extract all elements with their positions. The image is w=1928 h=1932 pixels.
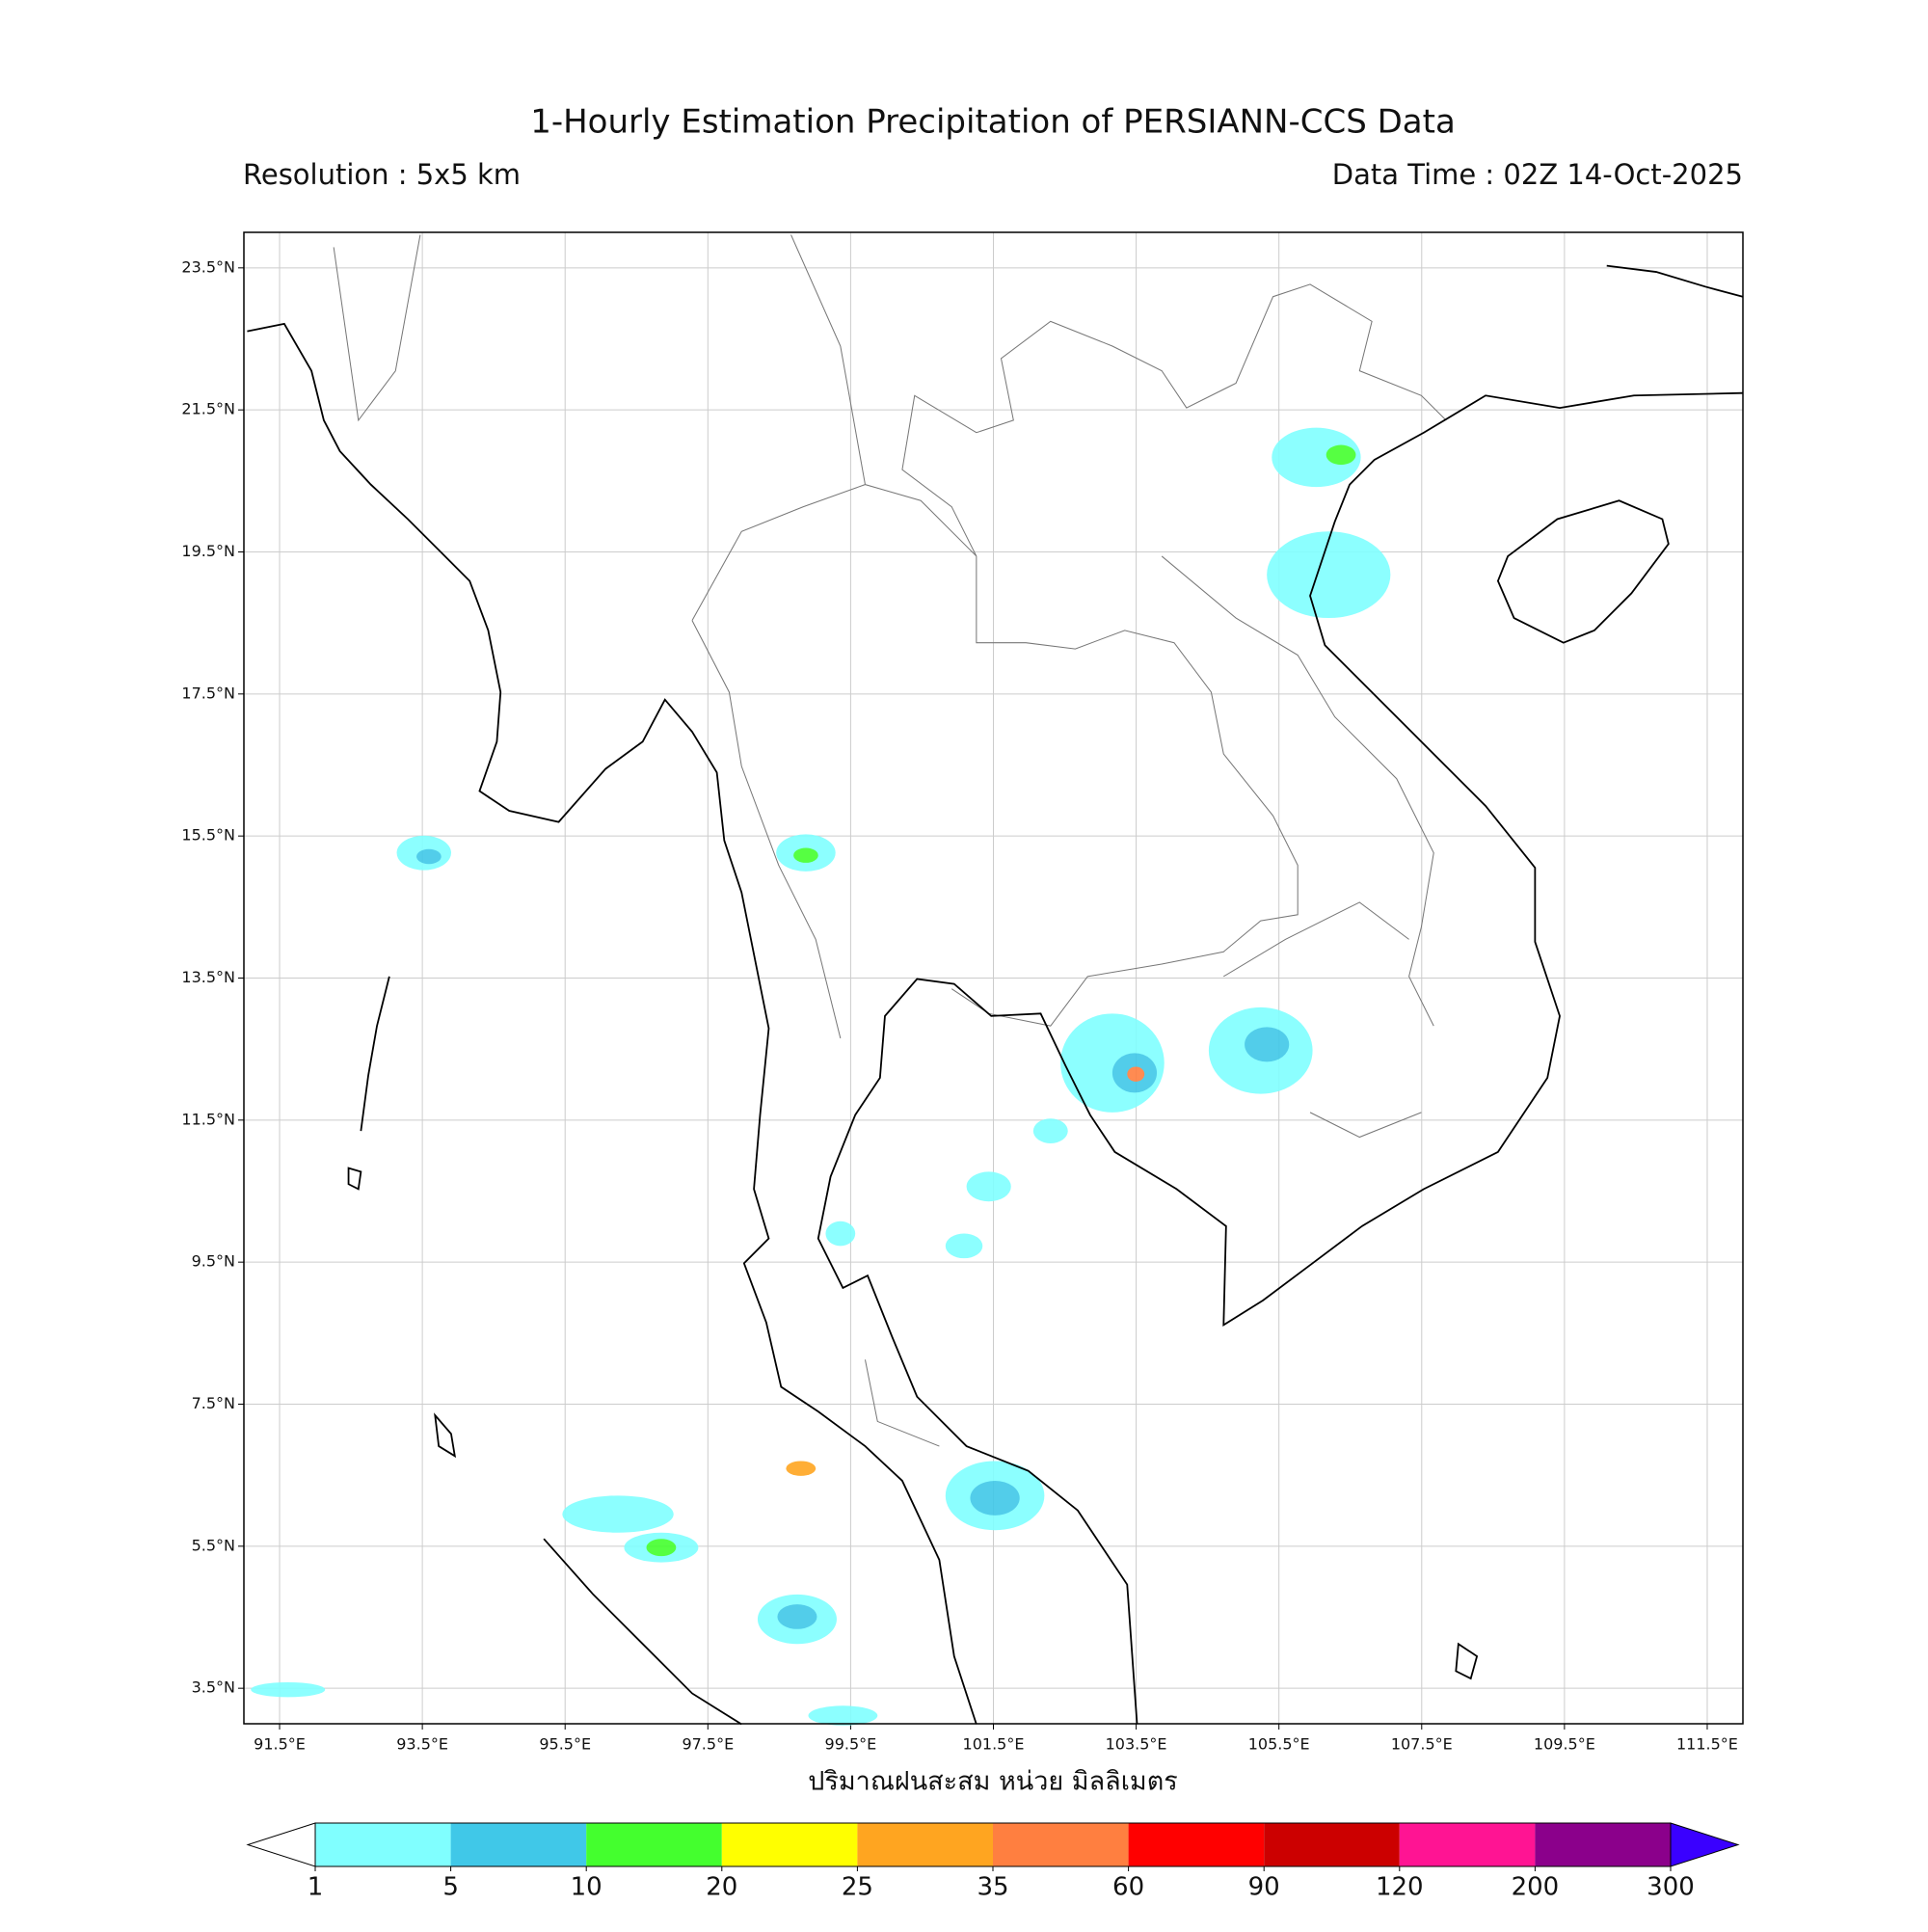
coastline (817, 391, 1743, 1725)
x-tick-label: 107.5°E (1391, 1735, 1453, 1754)
colorbar-segment (1399, 1823, 1536, 1866)
rain-area (1267, 531, 1391, 619)
x-tick-label: 99.5°E (825, 1735, 877, 1754)
rain-area (786, 1461, 817, 1476)
y-tick-label: 9.5°N (192, 1252, 235, 1271)
rain-area (793, 847, 818, 863)
y-tick-label: 3.5°N (192, 1678, 235, 1697)
coastline (360, 976, 390, 1132)
colorbar-label: 200 (1512, 1873, 1560, 1902)
x-tick-label: 101.5°E (963, 1735, 1025, 1754)
colorbar-segment (586, 1823, 722, 1866)
rain-areas (251, 427, 1391, 1726)
rain-area (945, 1233, 983, 1259)
rain-area (251, 1681, 326, 1698)
y-tick-label: 7.5°N (192, 1394, 235, 1412)
y-tick-label: 13.5°N (181, 968, 235, 986)
y-tick-label: 11.5°N (181, 1110, 235, 1128)
y-tick-label: 21.5°N (181, 400, 235, 418)
x-tick-label: 91.5°E (254, 1735, 306, 1754)
colorbar-label: 35 (977, 1873, 1008, 1902)
colorbar: 1 5 10 20 25 35 60 90 120 200 300 (246, 1822, 1740, 1902)
rain-area (562, 1495, 674, 1533)
x-tick-label: 93.5°E (396, 1735, 448, 1754)
x-tick-label: 109.5°E (1534, 1735, 1595, 1754)
rain-area (970, 1480, 1020, 1516)
colorbar-segment (315, 1823, 451, 1866)
y-tick-label: 19.5°N (181, 542, 235, 560)
map-frame (243, 231, 1744, 1725)
rain-area (777, 1604, 817, 1629)
colorbar-segment (1128, 1823, 1265, 1866)
colorbar-under (246, 1822, 316, 1867)
colorbar-label: 25 (842, 1873, 873, 1902)
coastline (1496, 499, 1670, 644)
rain-area (1326, 444, 1356, 466)
x-tick-label: 95.5°E (539, 1735, 591, 1754)
colorbar-segment (1535, 1823, 1671, 1866)
rain-area (966, 1171, 1011, 1202)
colorbar-segment (450, 1823, 587, 1866)
colorbar-label: 10 (571, 1873, 602, 1902)
y-tick-label: 17.5°N (181, 684, 235, 702)
colorbar-label: 60 (1112, 1873, 1144, 1902)
coastline (543, 1538, 742, 1726)
coastline (1606, 264, 1743, 298)
x-tick-label: 105.5°E (1248, 1735, 1310, 1754)
rain-area (1032, 1118, 1068, 1143)
y-tick-label: 23.5°N (181, 257, 235, 276)
colorbar-segment (1264, 1823, 1400, 1866)
colorbar-label: 5 (442, 1873, 459, 1902)
country-border (333, 234, 1447, 1447)
y-tick-label: 15.5°N (181, 826, 235, 845)
colorbar-segment (721, 1823, 858, 1866)
title: 1-Hourly Estimation Precipitation of PER… (530, 103, 1456, 142)
rain-area (808, 1705, 878, 1726)
rain-area (1127, 1066, 1145, 1082)
basemap (247, 234, 1743, 1726)
coastline (247, 322, 977, 1725)
colorbar-over (1670, 1822, 1740, 1867)
x-tick-label: 97.5°E (682, 1735, 734, 1754)
colorbar-segment (993, 1823, 1129, 1866)
colorbar-label: 20 (706, 1873, 737, 1902)
colorbar-label: 90 (1248, 1873, 1280, 1902)
subtitle-left: Resolution : 5x5 km (243, 158, 521, 191)
rain-area (1245, 1027, 1290, 1062)
x-tick-label: 111.5°E (1676, 1735, 1738, 1754)
colorbar-label: 300 (1647, 1873, 1695, 1902)
x-axis-label: ปริมาณฝนสะสม หน่วย มิลลิเมตร (808, 1767, 1178, 1797)
rain-area (825, 1221, 856, 1247)
rain-area (646, 1539, 677, 1557)
x-tick-label: 103.5°E (1106, 1735, 1167, 1754)
coastline (347, 1167, 1479, 1680)
colorbar-label: 120 (1376, 1873, 1424, 1902)
colorbar-segment (857, 1823, 993, 1866)
grid (238, 232, 1743, 1730)
y-tick-label: 5.5°N (192, 1536, 235, 1554)
rain-area (1272, 427, 1361, 488)
subtitle-right: Data Time : 02Z 14-Oct-2025 (1332, 158, 1743, 191)
colorbar-label: 1 (308, 1873, 324, 1902)
rain-area (416, 848, 442, 865)
